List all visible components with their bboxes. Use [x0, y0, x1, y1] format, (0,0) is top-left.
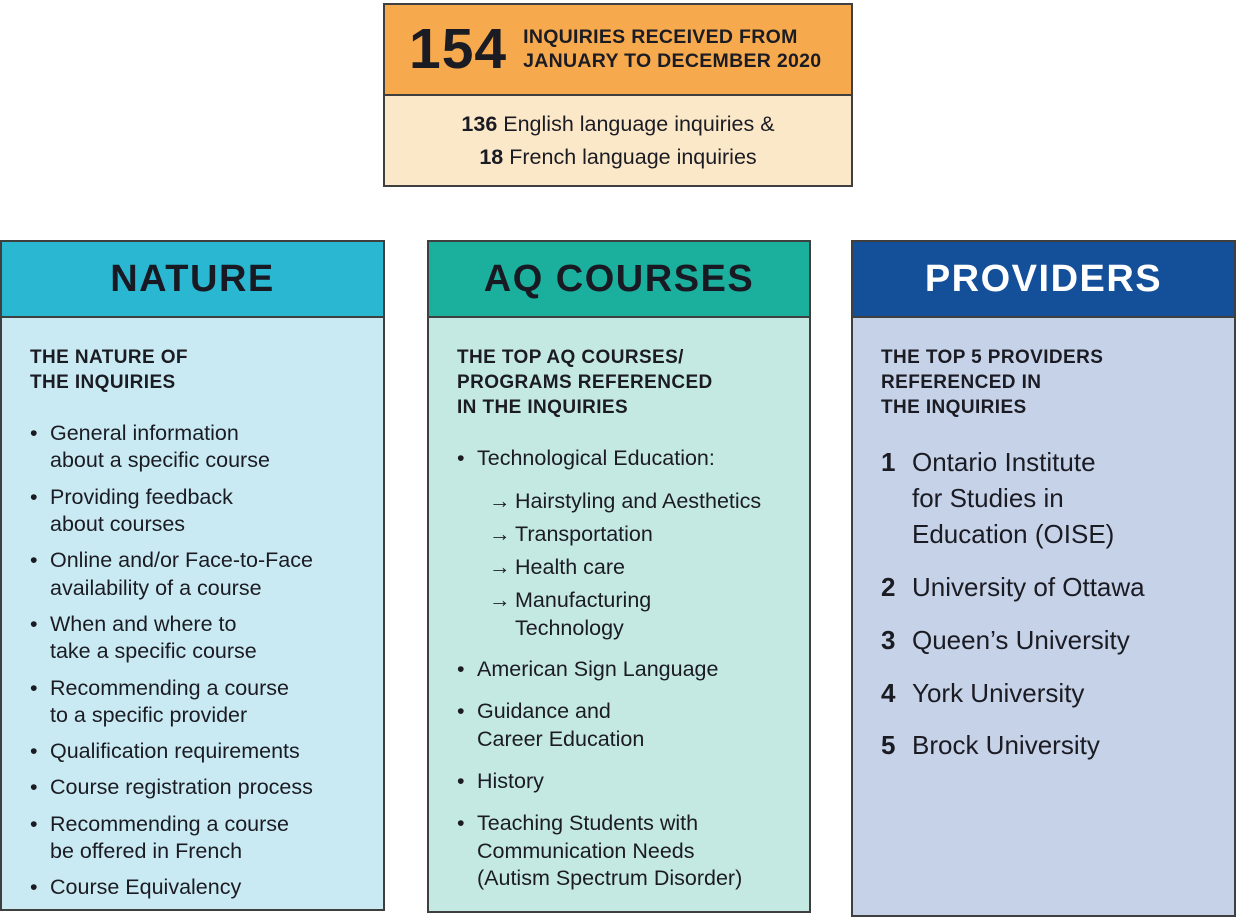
list-item: • Recommending a course to a specific pro…	[30, 675, 369, 730]
providers-column-body: THE TOP 5 PROVIDERS REFERENCED IN THE IN…	[853, 318, 1234, 764]
ranked-item: 1 Ontario Institute for Studies in Educat…	[881, 445, 1220, 553]
summary-box: 154 INQUIRIES RECEIVED FROM JANUARY TO D…	[383, 3, 853, 187]
bullet-icon: •	[30, 548, 38, 573]
aq-courses-subheading: THE TOP AQ COURSES/ PROGRAMS REFERENCED …	[457, 347, 713, 419]
bullet-icon: •	[30, 421, 38, 446]
summary-header: 154 INQUIRIES RECEIVED FROM JANUARY TO D…	[385, 5, 851, 96]
sub-list-item: → Health care	[457, 554, 795, 581]
english-inquiries-text: English language inquiries &	[497, 112, 775, 137]
bullet-icon: •	[30, 484, 38, 509]
providers-column: PROVIDERS THE TOP 5 PROVIDERS REFERENCED…	[851, 240, 1236, 917]
bullet-icon: •	[30, 611, 38, 636]
bullet-icon: •	[30, 775, 38, 800]
list-item-text: Recommending a course be offered in Fren…	[50, 811, 290, 864]
provider-name: Brock University	[912, 730, 1100, 761]
list-item-text: Technological Education:	[477, 446, 715, 471]
sub-list-item-text: Hairstyling and Aesthetics	[515, 488, 762, 513]
rank-number: 1	[881, 447, 896, 478]
aq-courses-column: AQ COURSES THE TOP AQ COURSES/ PROGRAMS …	[427, 240, 811, 913]
list-item: • Providing feedback about courses	[30, 484, 369, 539]
list-item-text: Teaching Students with Communication Nee…	[477, 811, 743, 890]
list-item-text: American Sign Language	[477, 657, 719, 682]
arrow-icon: →	[489, 555, 511, 580]
list-item-text: When and where to take a specific course	[50, 611, 257, 664]
list-item-text: Qualification requirements	[50, 739, 300, 764]
aq-courses-item-list: • Technological Education: → Hairstyling a…	[457, 445, 795, 892]
bullet-icon: •	[30, 875, 38, 900]
rank-number: 5	[881, 730, 896, 761]
aq-courses-column-title: AQ COURSES	[429, 242, 809, 318]
list-item: • Course registration process	[30, 774, 369, 801]
bullet-icon: •	[457, 699, 465, 724]
summary-detail: 136 English language inquiries & 18 Fren…	[385, 96, 851, 185]
ranked-item: 2 University of Ottawa	[881, 570, 1220, 606]
french-inquiries-count: 18	[479, 144, 504, 169]
nature-item-list: • General information about a specific co…	[30, 420, 369, 901]
provider-name: Queen’s University	[912, 624, 1130, 655]
arrow-icon: →	[489, 521, 511, 546]
list-item: • American Sign Language	[457, 656, 795, 683]
provider-name: Ontario Institute for Studies in Educati…	[912, 447, 1115, 549]
english-inquiries-count: 136	[461, 112, 498, 137]
list-item: • When and where to take a specific cours…	[30, 611, 369, 666]
providers-column-title: PROVIDERS	[853, 242, 1234, 318]
list-item-text: Providing feedback about courses	[50, 484, 233, 537]
provider-name: University of Ottawa	[912, 571, 1145, 602]
sub-list-item-text: Transportation	[515, 521, 653, 546]
list-item-text: General information about a specific cou…	[50, 421, 270, 473]
list-item: • Teaching Students with Communication Ne…	[457, 810, 795, 892]
list-item-text: History	[477, 768, 544, 793]
list-item: • Recommending a course be offered in Fre…	[30, 811, 369, 866]
nature-subheading: THE NATURE OF THE INQUIRIES	[30, 347, 188, 394]
nature-column-title: NATURE	[2, 242, 383, 318]
list-item: • General information about a specific co…	[30, 420, 369, 475]
list-item: • Course Equivalency	[30, 874, 369, 901]
french-inquiries-line: 18 French language inquiries	[385, 141, 851, 173]
nature-column: NATURE THE NATURE OF THE INQUIRIES • Gene…	[0, 240, 385, 911]
nature-column-body: THE NATURE OF THE INQUIRIES • General inf…	[2, 318, 383, 902]
list-item: • Online and/or Face-to-Face availability…	[30, 547, 369, 602]
bullet-icon: •	[30, 811, 38, 836]
list-item-text: Course Equivalency	[50, 875, 242, 900]
english-inquiries-line: 136 English language inquiries &	[385, 108, 851, 140]
bullet-icon: •	[30, 675, 38, 700]
list-item-text: Guidance and Career Education	[477, 699, 645, 751]
ranked-item: 3 Queen’s University	[881, 623, 1220, 659]
providers-subheading: THE TOP 5 PROVIDERS REFERENCED IN THE IN…	[881, 347, 1104, 419]
sub-list-item-text: Health care	[515, 555, 625, 580]
rank-number: 2	[881, 571, 896, 602]
bullet-icon: •	[457, 446, 465, 471]
list-item: • Guidance and Career Education	[457, 698, 795, 753]
list-item-text: Recommending a course to a specific prov…	[50, 675, 290, 727]
list-item: • Qualification requirements	[30, 738, 369, 765]
rank-number: 3	[881, 624, 896, 655]
inquiries-count: 154	[409, 17, 508, 81]
sub-list-item-text: Manufacturing Technology	[515, 588, 652, 640]
provider-name: York University	[912, 677, 1085, 708]
list-item-text: Online and/or Face-to-Face availability …	[50, 548, 313, 600]
arrow-icon: →	[489, 488, 511, 513]
arrow-icon: →	[489, 588, 511, 613]
rank-number: 4	[881, 677, 896, 708]
list-item-text: Course registration process	[50, 775, 313, 800]
list-item: • History	[457, 768, 795, 795]
providers-ranked-list: 1 Ontario Institute for Studies in Educat…	[881, 445, 1220, 764]
bullet-icon: •	[30, 739, 38, 764]
list-item: • Technological Education:	[457, 445, 795, 472]
french-inquiries-text: French language inquiries	[503, 144, 757, 169]
sub-list-item: → Hairstyling and Aesthetics	[457, 488, 795, 515]
ranked-item: 5 Brock University	[881, 728, 1220, 764]
sub-list-item: → Manufacturing Technology	[457, 587, 795, 642]
bullet-icon: •	[457, 811, 465, 836]
bullet-icon: •	[457, 657, 465, 682]
ranked-item: 4 York University	[881, 676, 1220, 712]
bullet-icon: •	[457, 768, 465, 793]
aq-courses-column-body: THE TOP AQ COURSES/ PROGRAMS REFERENCED …	[429, 318, 809, 892]
sub-list-item: → Transportation	[457, 521, 795, 548]
inquiries-label: INQUIRIES RECEIVED FROM JANUARY TO DECEM…	[523, 25, 822, 72]
